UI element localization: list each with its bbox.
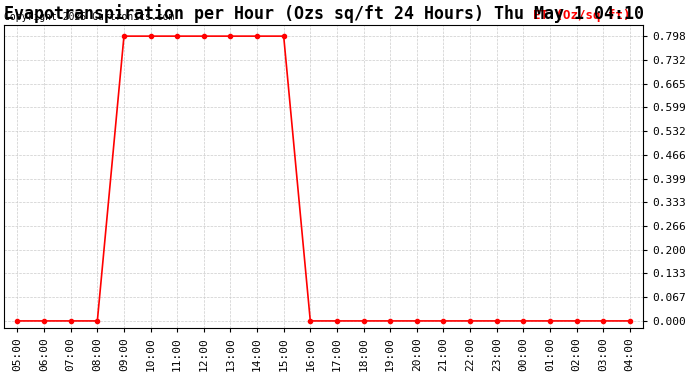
Text: Copyright 2025 Curtronics.com: Copyright 2025 Curtronics.com [4,12,175,22]
Title: Evapotranspiration per Hour (Ozs sq/ft 24 Hours) Thu May 1 04:10: Evapotranspiration per Hour (Ozs sq/ft 2… [3,4,644,23]
Text: ET (Oz/sq ft): ET (Oz/sq ft) [533,9,630,22]
